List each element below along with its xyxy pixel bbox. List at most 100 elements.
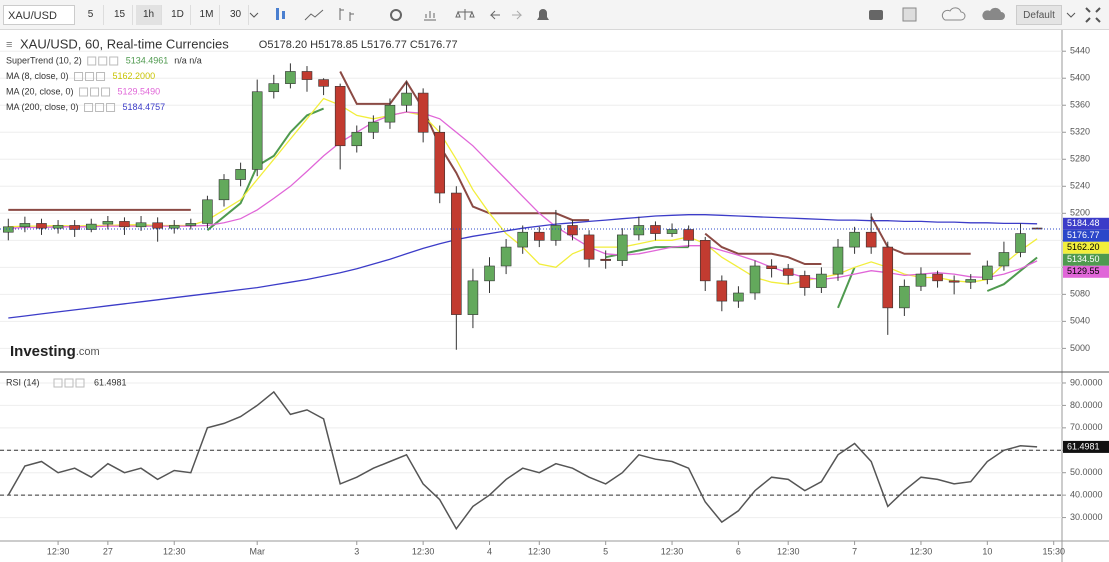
symbol-input[interactable]: XAU/USD [3, 5, 75, 25]
price-label: 5176.77 [1067, 230, 1100, 240]
x-tick-label: 10 [982, 546, 992, 556]
undo-icon [489, 10, 500, 20]
candle-body [716, 280, 728, 302]
legend-icon [75, 378, 85, 388]
y-tick-label: 5200 [1070, 208, 1090, 218]
candle-body [152, 222, 163, 229]
candle-body [766, 265, 777, 269]
x-tick-label: 7 [852, 546, 857, 556]
interval-button[interactable]: 1h [136, 5, 162, 25]
x-tick-label: 3 [354, 546, 359, 556]
x-tick-label: 12:30 [777, 546, 800, 556]
candle-body [351, 131, 363, 147]
ma-line [8, 111, 1038, 281]
layout-button[interactable]: Default [1016, 5, 1062, 25]
y-tick-label: 5000 [1070, 343, 1090, 353]
color-icon [902, 7, 917, 22]
y-tick-label: 5080 [1070, 289, 1090, 299]
candle-body [550, 225, 562, 241]
candle-body [849, 231, 860, 248]
candle-body [650, 225, 661, 234]
x-tick-label: 12:30 [661, 546, 684, 556]
candle-body [19, 223, 31, 228]
y-tick-label: 5440 [1070, 46, 1090, 56]
candle-body [285, 71, 296, 84]
x-tick-label: 4 [487, 546, 492, 556]
price-label: 5134.50 [1067, 254, 1100, 264]
cloud-load-icon [941, 7, 966, 21]
rsi-label: 61.4981 [1067, 441, 1100, 451]
candle-body [185, 223, 197, 226]
redo-icon [512, 10, 523, 20]
candle-body [567, 225, 578, 236]
legend-extra: n/a n/a [174, 55, 202, 65]
legend-name: MA (20, close, 0) [6, 86, 74, 96]
legend-value: 5184.4757 [123, 102, 166, 112]
price-label-box [1063, 217, 1109, 230]
y-tick-label: 5400 [1070, 73, 1090, 83]
price-label-box [1063, 241, 1109, 254]
interval-button[interactable]: 5 [78, 5, 104, 25]
x-tick-label: 5 [603, 546, 608, 556]
legend-value: 5162.2000 [113, 71, 156, 81]
price-label-box [1063, 253, 1109, 266]
candle-body [666, 229, 678, 234]
legend-icon [84, 103, 94, 112]
legend-icon [98, 56, 108, 66]
legend-icon [96, 72, 106, 81]
indicators-icon [424, 11, 436, 21]
legend-icon [74, 72, 84, 81]
legend-value: 61.4981 [94, 377, 127, 387]
price-label: 5162.20 [1067, 242, 1100, 252]
watermark: Investing.com [10, 343, 100, 360]
supertrend-line [339, 71, 590, 222]
y-tick-label: 5240 [1070, 181, 1090, 191]
supertrend-line [704, 232, 822, 265]
x-tick-label: 27 [103, 546, 113, 556]
candle-body [3, 226, 14, 233]
candle-body [683, 229, 694, 241]
candle-body [534, 231, 545, 241]
candle-body [583, 234, 595, 260]
cloud-save-icon [982, 7, 1005, 21]
x-tick-label: Mar [249, 546, 265, 556]
y-tick-label: 5280 [1070, 154, 1090, 164]
candle-body [633, 225, 645, 236]
candle-body [799, 275, 811, 288]
legend-name: SuperTrend (10, 2) [6, 55, 82, 65]
dropdown-arrow [249, 12, 259, 18]
settings-icon [390, 9, 402, 21]
candle-body [948, 280, 960, 283]
interval-button[interactable]: 1M [194, 5, 220, 25]
price-label: 5129.55 [1067, 266, 1100, 276]
candle-body [699, 240, 711, 282]
toolbar: XAU/USD Default 5 15 1h 1D 1M 30 [0, 0, 1109, 30]
supertrend-line [986, 256, 1038, 292]
candle-body [384, 104, 396, 123]
legend-icon [90, 87, 100, 97]
interval-button[interactable]: 15 [107, 5, 133, 25]
price-label: 5184.48 [1067, 218, 1100, 228]
x-tick-label: 12:30 [163, 546, 186, 556]
y-tick-label: 80.0000 [1070, 400, 1103, 410]
legend-value: 5129.5490 [118, 86, 161, 96]
legend-icon [87, 56, 97, 66]
candle-body [119, 221, 130, 228]
x-tick-label: 12:30 [528, 546, 551, 556]
y-tick-label: 40.0000 [1070, 490, 1103, 500]
line-icon [304, 9, 324, 21]
candle-body [733, 292, 744, 302]
candle-body [301, 71, 313, 80]
candle-body [467, 280, 479, 315]
candle-body [998, 252, 1010, 267]
candle-body [368, 121, 379, 133]
y-tick-label: 5360 [1070, 100, 1090, 110]
panel-title: RSI (14) [6, 377, 40, 387]
candle-icon [276, 8, 279, 20]
y-tick-label: 5040 [1070, 316, 1090, 326]
interval-button[interactable]: 1D [165, 5, 191, 25]
legend-icon [95, 103, 105, 112]
interval-button[interactable]: 30 [223, 5, 249, 25]
legend-icon [106, 103, 116, 112]
